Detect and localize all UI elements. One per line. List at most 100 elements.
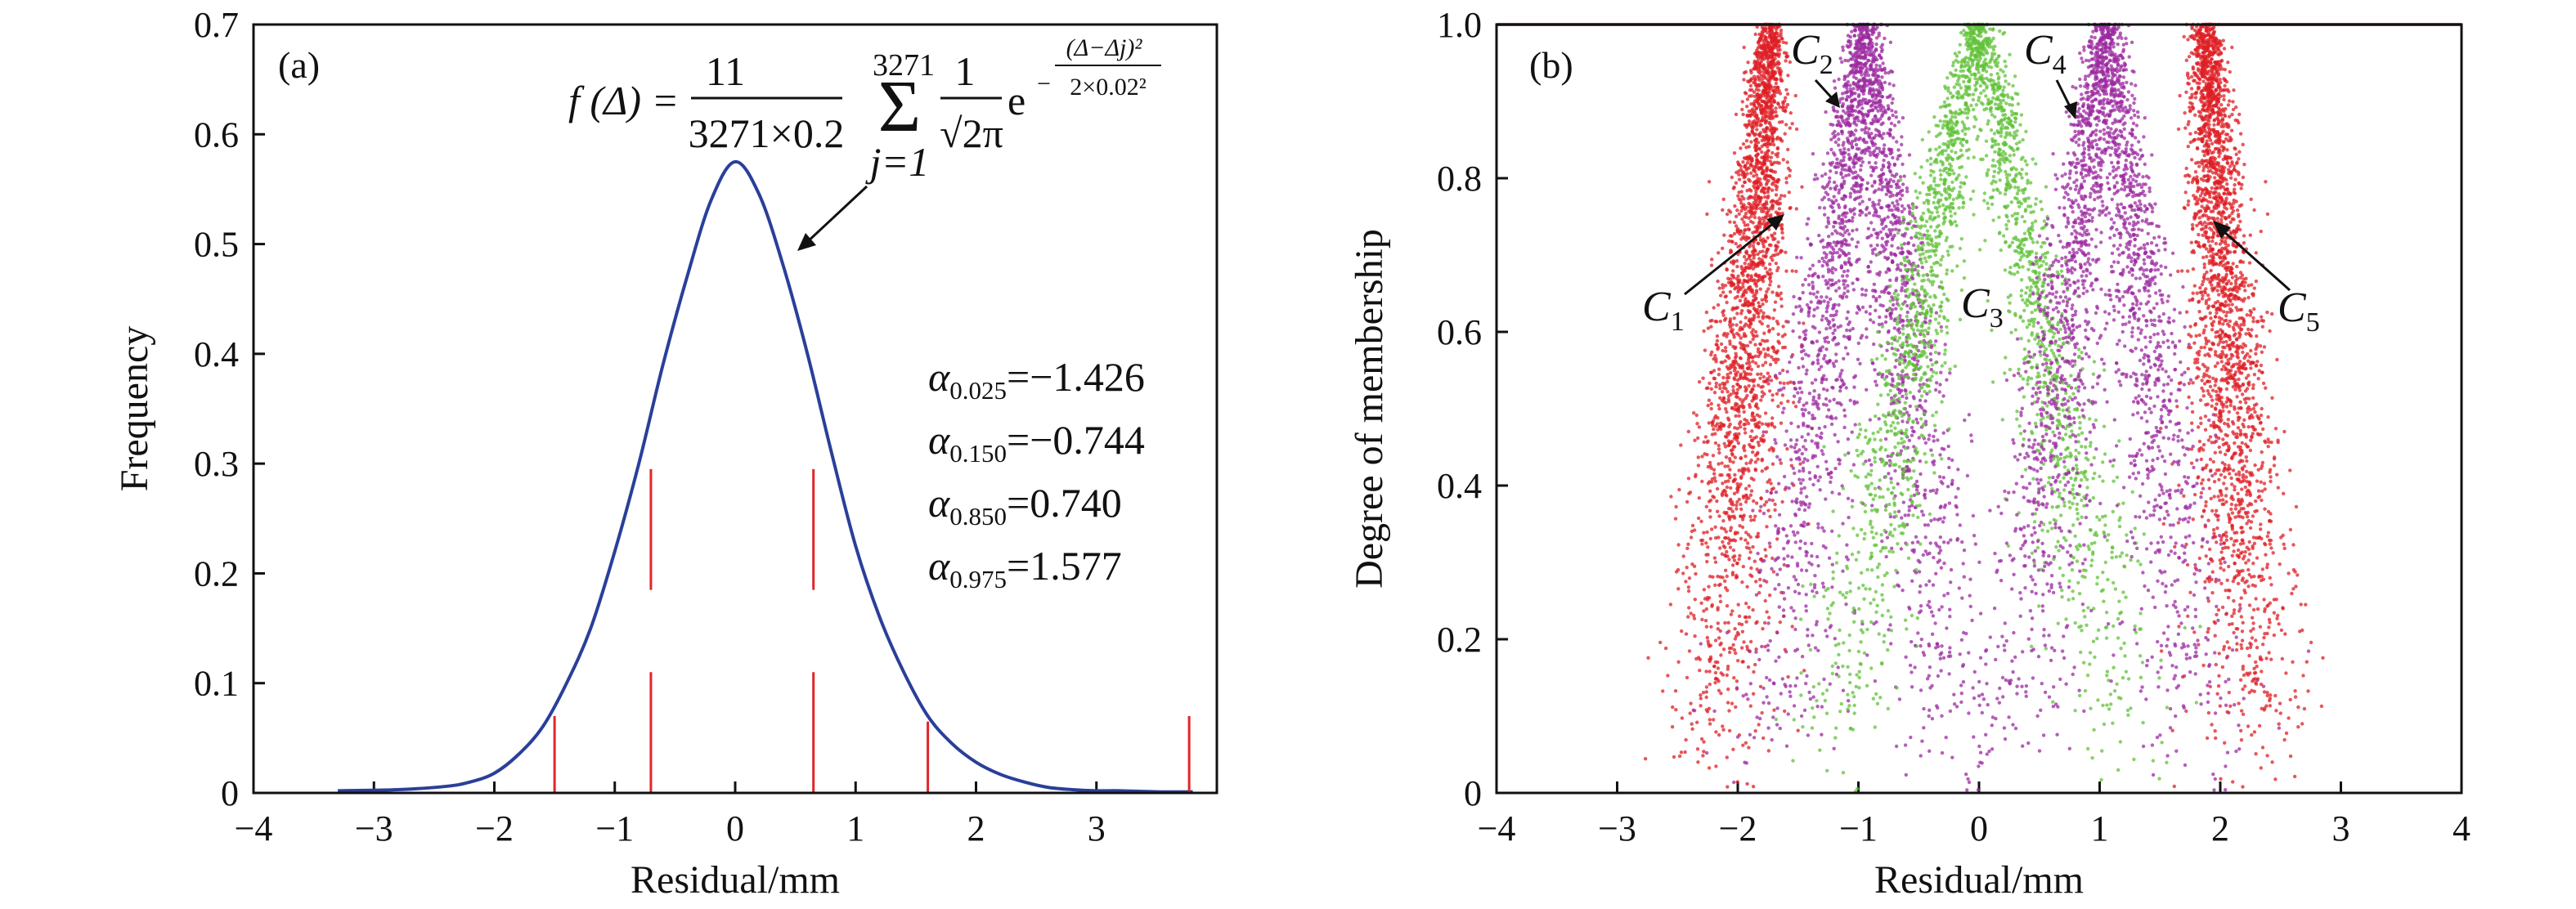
scatter-point-c2 <box>1835 378 1839 382</box>
scatter-point-c1 <box>1699 693 1703 697</box>
scatter-point-c2 <box>1928 749 1932 753</box>
scatter-point-c1 <box>1738 397 1743 401</box>
scatter-point-c1 <box>1763 548 1767 552</box>
scatter-point-c2 <box>1874 620 1878 625</box>
scatter-point-c1 <box>1728 210 1733 214</box>
scatter-point-c2 <box>1797 400 1802 404</box>
scatter-point-c1 <box>1699 601 1703 605</box>
scatter-point-c2 <box>1845 274 1849 278</box>
scatter-point-c2 <box>1908 206 1912 210</box>
scatter-point-c1 <box>1756 406 1760 410</box>
scatter-point-c1 <box>1752 517 1757 522</box>
scatter-point-c2 <box>1919 754 1923 758</box>
scatter-point-c2 <box>1925 552 1930 557</box>
scatter-point-c1 <box>1713 441 1718 446</box>
scatter-point-c2 <box>1877 202 1881 206</box>
scatter-point-c2 <box>1799 490 1803 495</box>
scatter-point-c1 <box>1718 575 1722 579</box>
scatter-point-c2 <box>1801 283 1805 287</box>
scatter-point-c1 <box>1768 514 1772 519</box>
scatter-point-c1 <box>1689 535 1694 540</box>
scatter-point-c2 <box>1824 225 1829 229</box>
scatter-point-c2 <box>1844 386 1848 390</box>
scatter-point-c2 <box>1800 435 1804 439</box>
scatter-point-c1 <box>1663 646 1668 651</box>
scatter-point-c2 <box>1799 256 1803 260</box>
scatter-point-c1 <box>1719 692 1723 696</box>
panel-b-ytick-label: 0.4 <box>1437 466 1482 506</box>
scatter-point-c2 <box>1874 133 1878 137</box>
scatter-point-c2 <box>1869 173 1874 177</box>
scatter-point-c1 <box>1739 622 1744 627</box>
scatter-point-c1 <box>1752 559 1757 563</box>
scatter-point-c1 <box>1770 199 1775 203</box>
scatter-point-c1 <box>1757 104 1761 109</box>
scatter-point-c1 <box>1774 262 1779 266</box>
scatter-point-c2 <box>1807 471 1811 475</box>
scatter-point-c1 <box>1766 141 1770 146</box>
scatter-point-c2 <box>1842 334 1847 338</box>
scatter-point-c1 <box>1766 235 1770 240</box>
scatter-point-c2 <box>1754 593 1759 597</box>
scatter-point-c1 <box>1739 514 1743 518</box>
scatter-point-c1 <box>1735 481 1739 486</box>
scatter-point-c2 <box>1833 466 1838 471</box>
scatter-point-c1 <box>1722 383 1726 387</box>
scatter-point-c2 <box>1833 186 1837 190</box>
scatter-point-c1 <box>1710 318 1714 323</box>
scatter-point-c2 <box>1935 488 1939 492</box>
scatter-point-c2 <box>1898 175 1903 179</box>
scatter-point-c2 <box>1802 403 1806 407</box>
scatter-point-c2 <box>1807 561 1811 565</box>
scatter-point-c1 <box>1768 283 1772 287</box>
scatter-point-c2 <box>1847 515 1851 520</box>
scatter-point-c2 <box>1878 315 1882 320</box>
scatter-point-c1 <box>1724 349 1728 353</box>
scatter-point-c2 <box>1955 513 1959 517</box>
scatter-point-c2 <box>1883 290 1887 294</box>
scatter-point-c2 <box>1805 522 1810 526</box>
scatter-point-c2 <box>1889 401 1893 406</box>
panel-a-frame <box>252 23 1218 795</box>
scatter-point-c2 <box>1782 557 1786 561</box>
scatter-point-c1 <box>1744 371 1748 376</box>
scatter-point-c2 <box>1855 69 1859 74</box>
scatter-point-c2 <box>1894 227 1898 231</box>
scatter-point-c1 <box>1751 387 1755 392</box>
scatter-point-c2 <box>1757 657 1761 662</box>
scatter-point-c2 <box>1985 752 1989 756</box>
scatter-point-c2 <box>1910 235 1914 240</box>
scatter-point-c2 <box>1902 234 1906 238</box>
scatter-point-c2 <box>1890 101 1894 105</box>
scatter-point-c2 <box>1853 184 1857 188</box>
scatter-point-c1 <box>1714 356 1718 361</box>
scatter-point-c1 <box>1727 709 1731 713</box>
scatter-point-c2 <box>1815 339 1820 343</box>
scatter-point-c1 <box>1766 324 1770 329</box>
scatter-point-c2 <box>1851 463 1856 467</box>
scatter-point-c1 <box>1779 291 1783 295</box>
scatter-point-c2 <box>1817 259 1821 263</box>
scatter-point-c2 <box>1893 365 1897 369</box>
scatter-point-c1 <box>1721 375 1726 380</box>
scatter-point-c2 <box>1901 500 1905 504</box>
panel-b-ytick-label: 0.8 <box>1437 159 1482 199</box>
scatter-point-c1 <box>1763 35 1768 40</box>
scatter-point-c1 <box>1721 246 1725 250</box>
scatter-point-c2 <box>1910 356 1914 360</box>
scatter-point-c1 <box>1699 696 1703 701</box>
scatter-point-c1 <box>1748 378 1752 383</box>
scatter-point-c1 <box>1748 132 1752 137</box>
scatter-point-c2 <box>1842 356 1846 360</box>
scatter-point-c2 <box>1869 244 1874 248</box>
scatter-point-c2 <box>1873 210 1878 214</box>
scatter-point-c1 <box>1713 670 1718 675</box>
scatter-point-c2 <box>1811 292 1816 296</box>
scatter-point-c2 <box>1930 717 1935 721</box>
scatter-point-c1 <box>1744 499 1748 504</box>
scatter-point-c1 <box>1690 727 1694 731</box>
scatter-point-c2 <box>1790 499 1794 504</box>
scatter-point-c2 <box>1959 638 1964 642</box>
scatter-point-c1 <box>1728 250 1733 255</box>
scatter-point-c1 <box>1766 94 1770 98</box>
